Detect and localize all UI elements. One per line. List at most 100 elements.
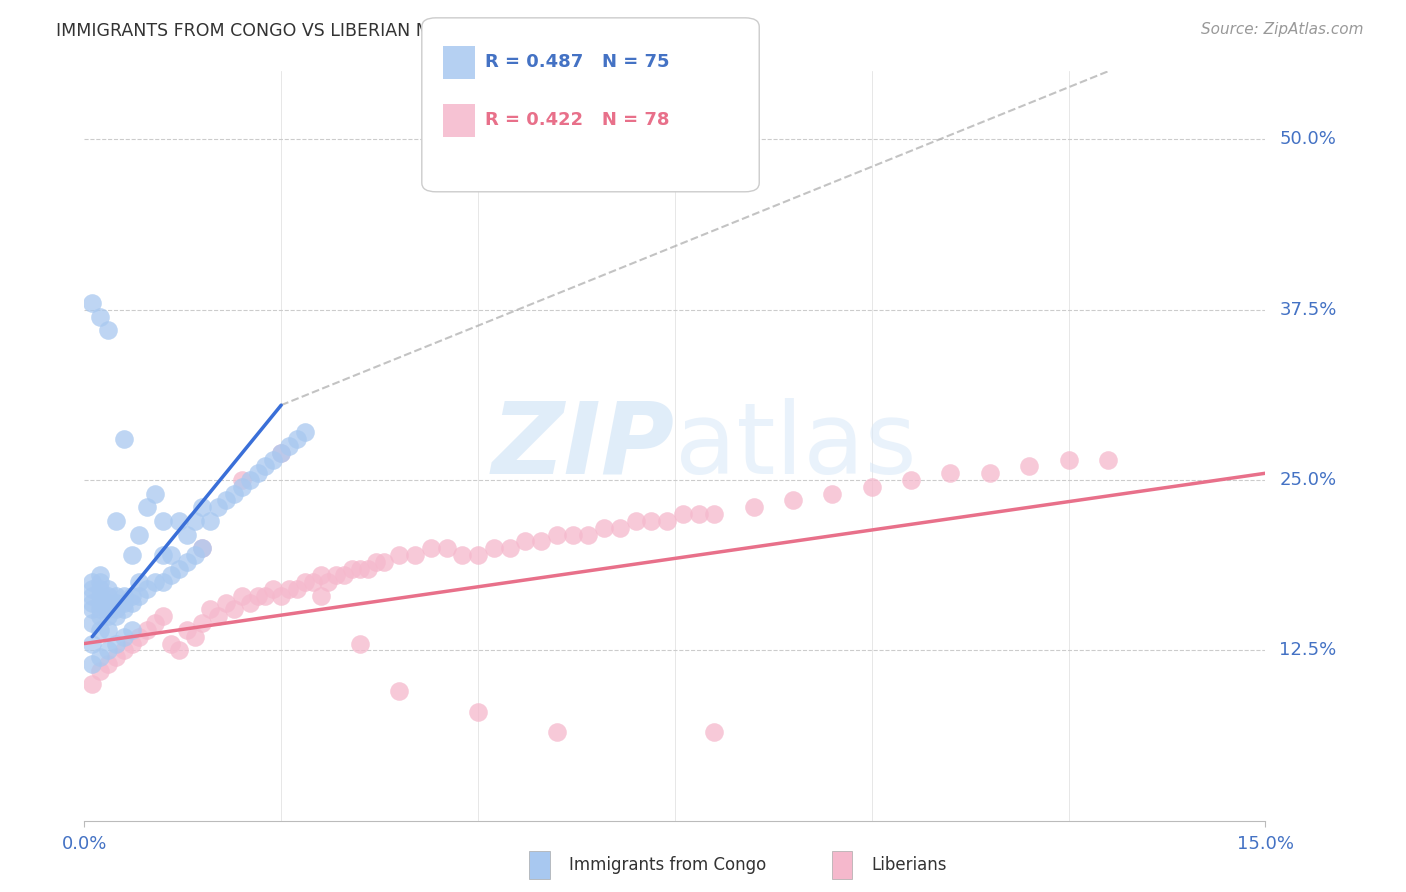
Point <box>309 568 332 582</box>
Point <box>655 514 678 528</box>
Point <box>239 473 262 487</box>
Point <box>97 623 120 637</box>
Point <box>349 636 371 650</box>
Text: 50.0%: 50.0% <box>1279 130 1336 148</box>
Point <box>215 596 238 610</box>
Point <box>160 568 183 582</box>
Point <box>191 541 214 556</box>
Point <box>167 561 190 575</box>
Point <box>176 623 198 637</box>
Point <box>121 589 143 603</box>
Point <box>207 500 229 515</box>
Point <box>152 575 174 590</box>
Point <box>278 439 301 453</box>
Point <box>703 507 725 521</box>
Point <box>821 486 844 500</box>
Point <box>104 650 127 665</box>
Point <box>576 527 599 541</box>
Point <box>1097 452 1119 467</box>
Point <box>498 541 520 556</box>
Point <box>97 589 120 603</box>
Point <box>436 541 458 556</box>
Point <box>262 582 284 596</box>
Point <box>121 636 143 650</box>
Point <box>231 589 253 603</box>
Point <box>561 527 583 541</box>
Point <box>688 507 710 521</box>
Text: 37.5%: 37.5% <box>1279 301 1337 318</box>
Point <box>419 541 441 556</box>
Point <box>231 480 253 494</box>
Point <box>207 609 229 624</box>
Text: 12.5%: 12.5% <box>1279 641 1337 659</box>
Point <box>121 596 143 610</box>
Point <box>703 725 725 739</box>
Point <box>640 514 662 528</box>
Point <box>239 596 262 610</box>
Point <box>97 602 120 616</box>
Point <box>285 432 308 446</box>
Point <box>183 548 205 562</box>
Point <box>82 589 104 603</box>
Point <box>82 657 104 671</box>
Point <box>215 493 238 508</box>
Point <box>467 705 489 719</box>
Point <box>112 589 135 603</box>
Point <box>128 527 150 541</box>
Point <box>104 514 127 528</box>
Point <box>200 514 222 528</box>
Point <box>451 548 474 562</box>
Point <box>89 589 111 603</box>
Point <box>167 643 190 657</box>
Point <box>82 616 104 631</box>
Point <box>482 541 505 556</box>
Point <box>136 623 159 637</box>
Point <box>183 514 205 528</box>
Point <box>860 480 883 494</box>
Point <box>104 589 127 603</box>
Point <box>167 514 190 528</box>
Point <box>104 602 127 616</box>
Text: R = 0.487   N = 75: R = 0.487 N = 75 <box>485 54 669 71</box>
Point <box>104 596 127 610</box>
Point <box>89 575 111 590</box>
Point <box>246 589 269 603</box>
Point <box>270 589 292 603</box>
Point <box>160 548 183 562</box>
Text: IMMIGRANTS FROM CONGO VS LIBERIAN MALE POVERTY CORRELATION CHART: IMMIGRANTS FROM CONGO VS LIBERIAN MALE P… <box>56 22 742 40</box>
Point <box>89 602 111 616</box>
Point <box>112 643 135 657</box>
Point <box>294 425 316 440</box>
Point <box>152 609 174 624</box>
Point <box>121 623 143 637</box>
Point <box>1018 459 1040 474</box>
Point <box>97 596 120 610</box>
Point <box>404 548 426 562</box>
Point <box>231 473 253 487</box>
Point <box>128 575 150 590</box>
Point <box>82 677 104 691</box>
Point <box>89 310 111 324</box>
Point <box>82 636 104 650</box>
Point <box>222 486 245 500</box>
Point <box>112 596 135 610</box>
Point <box>1057 452 1080 467</box>
Point <box>89 650 111 665</box>
Point <box>82 582 104 596</box>
Text: ZIP: ZIP <box>492 398 675 494</box>
Point <box>152 514 174 528</box>
Point <box>254 459 277 474</box>
Point <box>97 582 120 596</box>
Point <box>89 582 111 596</box>
Point <box>89 596 111 610</box>
Point <box>270 446 292 460</box>
Point <box>388 684 411 698</box>
Point <box>104 636 127 650</box>
Point <box>112 432 135 446</box>
Point <box>270 446 292 460</box>
Point <box>349 561 371 575</box>
Text: Immigrants from Congo: Immigrants from Congo <box>569 856 766 874</box>
Point <box>624 514 647 528</box>
Point <box>112 630 135 644</box>
Point <box>333 568 356 582</box>
